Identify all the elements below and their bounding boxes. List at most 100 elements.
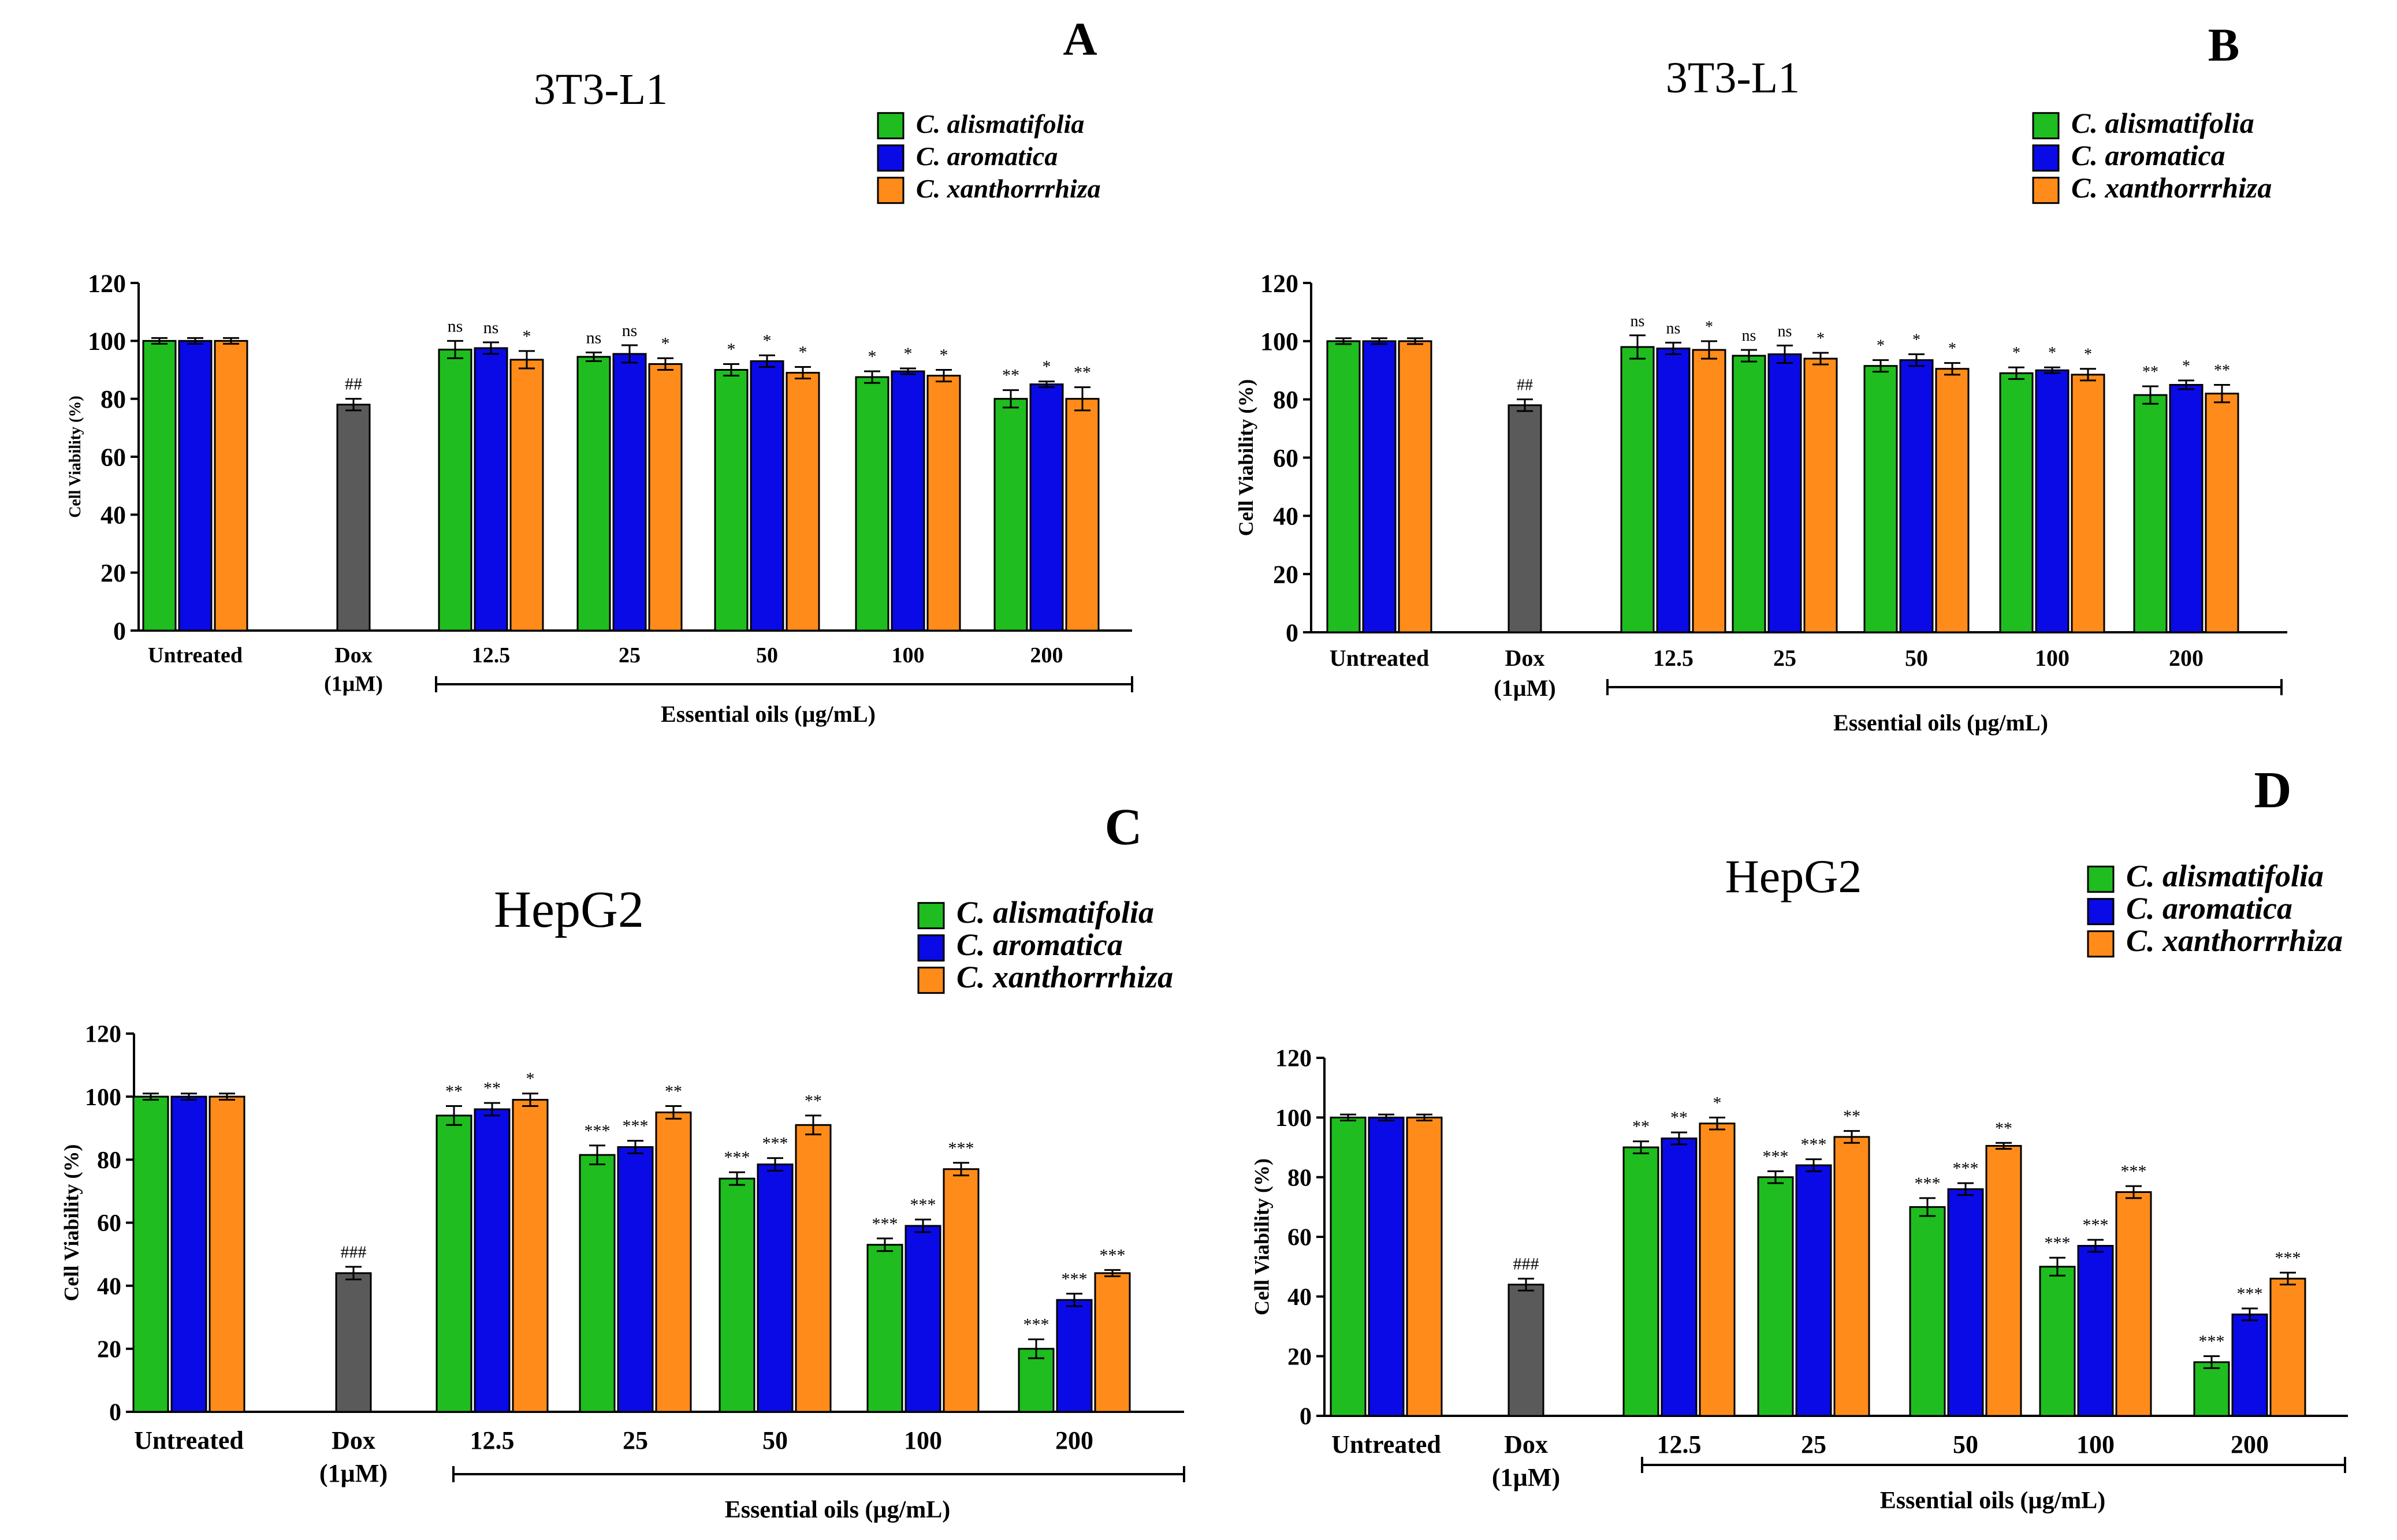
significance-label: *** <box>724 1148 750 1167</box>
x-axis-label: Essential oils (µg/mL) <box>661 701 876 727</box>
category-label: Untreated <box>148 643 243 668</box>
bar-alismatifolia <box>438 348 472 632</box>
legend-swatch <box>2032 144 2060 172</box>
y-tick-label: 100 <box>88 327 126 356</box>
significance-label: * <box>727 340 736 359</box>
legend-label: C. xanthorrrhiza <box>916 174 1101 203</box>
significance-label: ns <box>483 318 499 337</box>
legend-label: C. xanthorrrhiza <box>956 960 1173 994</box>
category-sublabel: (1µM) <box>1494 675 1555 701</box>
bar-aromatica <box>1056 1299 1093 1413</box>
legend-swatch <box>917 967 945 994</box>
bar-aromatica <box>1767 353 1802 633</box>
significance-label: * <box>2084 346 2092 364</box>
y-tick-label: 80 <box>1287 1165 1312 1191</box>
significance-label: ns <box>448 316 463 335</box>
category-label: 50 <box>756 643 778 668</box>
significance-label: ## <box>345 375 362 394</box>
category-label: Dox <box>1505 645 1545 671</box>
panel-letter: B <box>2208 18 2240 71</box>
bar-aromatica <box>1947 1188 1984 1417</box>
bar-xanthorrhiza <box>1935 368 1970 633</box>
bar-aromatica <box>2035 369 2070 633</box>
significance-label: *** <box>872 1214 898 1233</box>
bar-aromatica <box>750 360 784 632</box>
category-label: 100 <box>904 1426 942 1455</box>
y-tick-label: 100 <box>85 1084 121 1111</box>
bar-xanthorrhiza <box>795 1124 832 1413</box>
y-tick-label: 0 <box>113 617 126 645</box>
chart-panel-b: 0 20 40 60 80 100 120 Cell Viability (%) Untreat… <box>1234 18 2287 736</box>
significance-label: *** <box>1100 1246 1126 1265</box>
bar-xanthorrhiza <box>1699 1123 1736 1417</box>
significance-label: ### <box>1513 1254 1539 1273</box>
significance-label: * <box>1948 340 1956 358</box>
significance-label: * <box>1043 357 1051 376</box>
bar-alismatifolia <box>2193 1361 2230 1417</box>
significance-label: ** <box>1632 1117 1650 1136</box>
bar-aromatica <box>905 1225 941 1413</box>
y-tick-label: 40 <box>1273 502 1298 531</box>
significance-label: *** <box>585 1121 611 1140</box>
significance-label: * <box>661 334 670 353</box>
y-tick-label: 20 <box>101 559 126 587</box>
significance-label: *** <box>1953 1159 1979 1178</box>
category-label: 12.5 <box>1657 1430 1702 1459</box>
bar-alismatifolia <box>1732 355 1766 633</box>
chart-panel-c: 0 20 40 60 80 100 120 Cell Viability (%) Untreat… <box>59 799 1185 1523</box>
significance-label: * <box>868 347 877 366</box>
panel-letter: A <box>1063 13 1097 65</box>
legend-label: C. aromatica <box>956 927 1123 962</box>
bar-aromatica <box>1899 359 1934 633</box>
significance-label: ns <box>1742 327 1756 345</box>
bar-xanthorrhiza <box>926 375 961 632</box>
significance-label: *** <box>762 1134 788 1153</box>
bar-untreated <box>1326 340 1361 633</box>
category-label: 100 <box>2076 1430 2115 1459</box>
bar-xanthorrhiza <box>1094 1272 1131 1413</box>
bar-untreated <box>209 1095 245 1413</box>
significance-label: * <box>1877 337 1885 355</box>
bar-xanthorrhiza <box>2205 393 2239 633</box>
bar-untreated <box>132 1095 169 1413</box>
category-label: Untreated <box>1330 645 1430 671</box>
category-label: 25 <box>1773 645 1796 671</box>
y-tick-label: 60 <box>1287 1225 1312 1251</box>
bar-alismatifolia <box>993 398 1028 632</box>
significance-label: *** <box>2275 1248 2301 1267</box>
significance-label: ** <box>445 1082 463 1101</box>
y-tick-label: 120 <box>1260 269 1298 297</box>
category-sublabel: (1µM) <box>319 1459 388 1487</box>
bar-aromatica <box>612 353 647 632</box>
significance-label: ** <box>1995 1118 2012 1138</box>
significance-label: * <box>763 331 772 350</box>
bar-untreated <box>1330 1116 1367 1417</box>
significance-label: ** <box>1074 363 1091 382</box>
bar-xanthorrhiza <box>2115 1191 2152 1417</box>
significance-label: *** <box>2199 1332 2225 1351</box>
bar-aromatica <box>2169 383 2204 633</box>
y-tick-label: 60 <box>1273 444 1298 472</box>
category-label: Dox <box>334 643 372 668</box>
significance-label: ** <box>805 1091 822 1110</box>
significance-label: ns <box>1778 322 1792 340</box>
y-tick-label: 40 <box>97 1273 121 1300</box>
bar-aromatica <box>891 370 925 632</box>
legend-label: C. xanthorrrhiza <box>2071 171 2272 204</box>
legend-label: C. alismatifolia <box>956 895 1154 930</box>
significance-label: *** <box>1062 1269 1088 1288</box>
chart-panel-d: 0 20 40 60 80 100 120 Cell Viability (%) Untreat… <box>1250 762 2348 1514</box>
panel-letter: D <box>2254 762 2292 819</box>
significance-label: *** <box>1023 1315 1049 1334</box>
bar-alismatifolia <box>1999 372 2034 633</box>
y-tick-label: 40 <box>1287 1284 1312 1311</box>
y-tick-label: 60 <box>97 1210 121 1237</box>
significance-label: ** <box>665 1082 682 1101</box>
bar-alismatifolia <box>2133 394 2168 633</box>
bar-dox <box>335 1272 372 1413</box>
bar-untreated <box>1398 340 1432 633</box>
bar-aromatica <box>617 1146 654 1413</box>
category-label: 12.5 <box>470 1426 515 1455</box>
bar-alismatifolia <box>714 369 749 632</box>
